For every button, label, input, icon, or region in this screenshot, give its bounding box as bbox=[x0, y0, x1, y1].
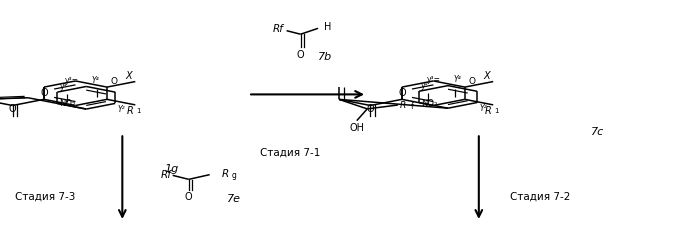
Text: Y⁴: Y⁴ bbox=[454, 75, 461, 84]
Text: 1g: 1g bbox=[164, 164, 178, 174]
Text: O: O bbox=[41, 88, 48, 98]
Text: O: O bbox=[366, 104, 374, 114]
Text: y³=: y³= bbox=[427, 75, 441, 84]
Text: Rf: Rf bbox=[272, 25, 283, 34]
Text: Y⁴: Y⁴ bbox=[92, 76, 99, 84]
Text: 1: 1 bbox=[495, 108, 499, 114]
Text: R: R bbox=[127, 106, 134, 116]
Text: OH: OH bbox=[350, 122, 364, 133]
Text: O: O bbox=[468, 77, 475, 86]
Text: X: X bbox=[125, 71, 132, 81]
Text: 1: 1 bbox=[137, 108, 141, 114]
Text: 7b: 7b bbox=[318, 52, 332, 62]
Text: y¹: y¹ bbox=[59, 82, 67, 91]
Text: NO₂: NO₂ bbox=[59, 99, 75, 108]
Text: y³=: y³= bbox=[65, 76, 79, 84]
Text: R: R bbox=[484, 106, 491, 116]
Text: O: O bbox=[398, 88, 405, 98]
Text: Стадия 7-3: Стадия 7-3 bbox=[15, 192, 75, 202]
Text: Rf: Rf bbox=[160, 170, 171, 180]
Text: Стадия 7-2: Стадия 7-2 bbox=[510, 192, 570, 202]
Text: 7c: 7c bbox=[591, 127, 604, 137]
Text: y¹: y¹ bbox=[421, 81, 428, 90]
Text: O: O bbox=[297, 50, 304, 59]
Text: Y²: Y² bbox=[479, 104, 487, 113]
Text: Стадия 7-1: Стадия 7-1 bbox=[260, 147, 320, 157]
Text: O: O bbox=[8, 104, 16, 114]
Text: H: H bbox=[324, 22, 331, 32]
Text: f: f bbox=[410, 102, 413, 111]
Text: R: R bbox=[222, 169, 229, 179]
Text: X: X bbox=[483, 71, 490, 81]
Text: R: R bbox=[400, 101, 406, 110]
Text: O: O bbox=[110, 77, 117, 86]
Text: g: g bbox=[232, 171, 237, 180]
Text: NO₂: NO₂ bbox=[421, 98, 438, 108]
Text: Y²: Y² bbox=[117, 105, 125, 114]
Text: O: O bbox=[185, 192, 192, 202]
Text: 7e: 7e bbox=[227, 194, 241, 204]
